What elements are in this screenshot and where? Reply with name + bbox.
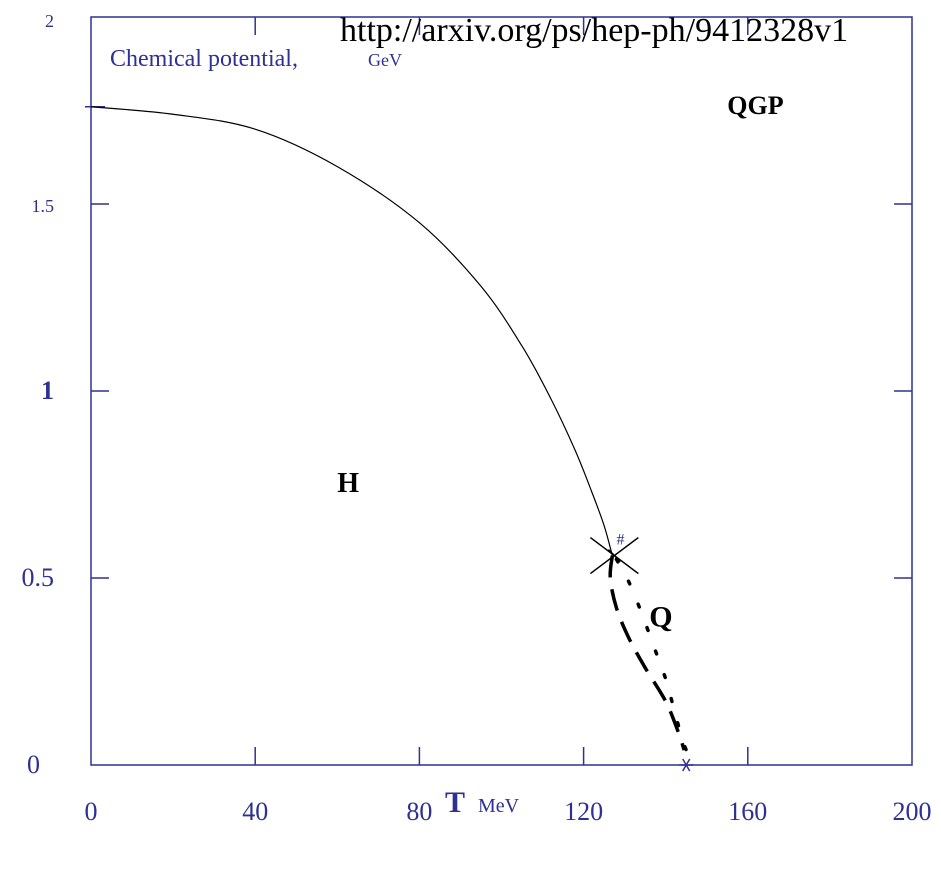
endpoint-marker [679, 758, 694, 772]
plot-frame [90, 16, 913, 766]
y-tick-label: 2 [45, 11, 54, 31]
region-labels: QGP H Q # [337, 91, 783, 633]
y-axis-unit: GeV [368, 50, 402, 70]
y-tick-label: 1.5 [32, 196, 55, 216]
x-axis-unit: MeV [478, 795, 520, 817]
x-tick-label: 200 [893, 797, 932, 826]
star-stroke [682, 758, 691, 772]
x-tick-label: 80 [406, 797, 432, 826]
x-tick-label: 120 [564, 797, 603, 826]
y-tick-label: 1 [41, 376, 54, 405]
series-solid-line [90, 106, 613, 556]
series-dotted-line [614, 557, 688, 752]
cross-stroke [607, 549, 621, 563]
markers [589, 536, 694, 772]
region-label: # [616, 531, 624, 548]
tick-labels: 0 40 80 120 160 200 0 0.5 1 1.5 2 [22, 11, 932, 826]
x-axis-label: T [445, 786, 465, 819]
plot-border [90, 16, 913, 766]
x-tick-label: 40 [242, 797, 268, 826]
x-tick-label: 0 [85, 797, 98, 826]
region-label: H [337, 468, 359, 499]
x-tick-label: 160 [728, 797, 767, 826]
y-axis-label: Chemical potential, [110, 46, 298, 72]
series-dashed-line [608, 555, 686, 751]
axis-ticks [85, 17, 912, 765]
y-tick-label: 0 [27, 750, 40, 779]
phase-curves [90, 106, 688, 752]
y-tick-label: 0.5 [22, 563, 55, 592]
region-label: Q [649, 601, 672, 634]
region-label: QGP [727, 91, 783, 120]
critical-point-marker [589, 536, 639, 575]
arxiv-stamp: http://arxiv.org/ps/hep-ph/9412328v1 [340, 12, 849, 49]
